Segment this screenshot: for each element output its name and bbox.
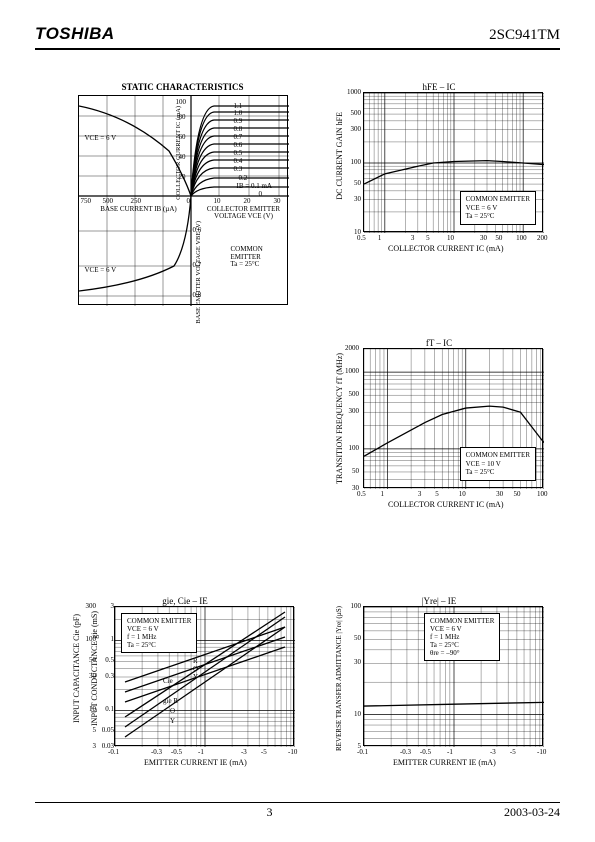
ib-val-7: 0.4	[234, 157, 243, 165]
chart5-title: |Yre| – IE	[333, 596, 545, 606]
s4-0: R	[193, 657, 198, 665]
chart3-cond1: VCE = 10 V	[466, 460, 530, 469]
chart2-title: hFE – IC	[333, 82, 545, 92]
s4-2: Y	[193, 673, 198, 681]
ib-val-10: 0	[259, 190, 263, 198]
chart1-x-left: BASE CURRENT IB (µA)	[99, 206, 179, 213]
chart3-frame: COMMON EMITTER VCE = 10 V Ta = 25°C	[363, 348, 543, 488]
ic-4: 100	[176, 98, 187, 106]
chart1-common: COMMON EMITTER Ta = 25°C	[231, 246, 287, 269]
chart2-cond2: Ta = 25°C	[466, 212, 530, 221]
chart1-vce-label: VCE = 6 V	[85, 134, 117, 142]
ib-val-8: 0.3	[234, 165, 243, 173]
s4-1: O	[193, 665, 198, 673]
ic-3: 80	[179, 113, 186, 121]
chart1-title: STATIC CHARACTERISTICS	[70, 82, 295, 92]
ib-val-2: 0.9	[234, 117, 243, 125]
t-ib-2: 250	[131, 197, 142, 205]
chart1-y2: BASE EMITTER VOLTAGE VBE (V)	[195, 221, 202, 324]
s4-5: O	[170, 707, 175, 715]
chart4-common: COMMON EMITTER	[127, 617, 191, 625]
ib-val-1: 1.0	[234, 109, 243, 117]
chart5-condbox: COMMON EMITTER VCE = 6 V f = 1 MHz Ta = …	[424, 613, 500, 661]
chart5-cond4: θre = –90°	[430, 649, 494, 657]
t-vce-1: 20	[244, 197, 251, 205]
ic-2: 60	[179, 133, 186, 141]
chart4-xlabel: EMITTER CURRENT IE (mA)	[144, 758, 247, 767]
ib-val-9: 0.2	[239, 174, 248, 182]
chart1-frame: VCE = 6 V VCE = 6 V COMMON EMITTER Ta = …	[78, 95, 288, 305]
chart-gie-cie-ie: gie, Cie – IE COMMON EMITTER VCE = 6 V f…	[70, 596, 300, 746]
chart3-title: fT – IC	[333, 338, 545, 348]
chart3-common: COMMON EMITTER	[466, 451, 530, 460]
chart-static-characteristics: STATIC CHARACTERISTICS	[70, 82, 295, 305]
chart3-condbox: COMMON EMITTER VCE = 10 V Ta = 25°C	[460, 447, 536, 481]
ib-val-5: 0.6	[234, 141, 243, 149]
ic-1: 40	[179, 153, 186, 161]
t-ib-3: 0	[187, 197, 191, 205]
part-number: 2SC941TM	[489, 27, 560, 44]
ib-val-4: 0.7	[234, 133, 243, 141]
chart3-cond2: Ta = 25°C	[466, 468, 530, 477]
t-ib-0: 750	[81, 197, 92, 205]
chart-yre-ie: |Yre| – IE COMMON EMITTER VCE = 6 V f = …	[333, 596, 545, 746]
ic-0: 20	[179, 173, 186, 181]
chart4-cond3: Ta = 25°C	[127, 641, 191, 649]
t-vce-2: 30	[274, 197, 281, 205]
s4-4: gie R	[163, 697, 178, 705]
chart2-xlabel: COLLECTOR CURRENT IC (mA)	[388, 244, 503, 253]
chart5-cond1: VCE = 6 V	[430, 625, 494, 633]
chart5-frame: COMMON EMITTER VCE = 6 V f = 1 MHz Ta = …	[363, 606, 543, 746]
charts-container: STATIC CHARACTERISTICS	[35, 60, 560, 782]
t-vce-0: 10	[214, 197, 221, 205]
chart2-cond1: VCE = 6 V	[466, 204, 530, 213]
chart4-cond2: f = 1 MHz	[127, 633, 191, 641]
ib-val-6: 0.5	[234, 149, 243, 157]
ib-label: IB = 0.1 mA	[237, 182, 272, 190]
chart2-ylabel: DC CURRENT GAIN hFE	[335, 112, 344, 200]
chart1-vce-label-2: VCE = 6 V	[85, 266, 117, 274]
chart4-frame: COMMON EMITTER VCE = 6 V f = 1 MHz Ta = …	[114, 606, 294, 746]
vbe-0: 0.6	[193, 226, 202, 234]
chart5-ylabel: REVERSE TRANSFER ADMITTANCE |Yre| (µS)	[335, 606, 343, 751]
s4-6: Y	[170, 717, 175, 725]
chart3-xlabel: COLLECTOR CURRENT IC (mA)	[388, 500, 503, 509]
footer-date: 2003-03-24	[504, 805, 560, 820]
chart-ft-ic: fT – IC COMMON EMITTER VCE = 10 V Ta = 2…	[333, 338, 545, 488]
chart5-xlabel: EMITTER CURRENT IE (mA)	[393, 758, 496, 767]
chart5-common: COMMON EMITTER	[430, 617, 494, 625]
t-ib-1: 500	[103, 197, 114, 205]
vbe-1: 0.7	[193, 261, 202, 269]
chart-hfe-ic: hFE – IC COMMON EMITTER VCE = 6 V Ta = 2…	[333, 82, 545, 232]
s4-3: Cie	[163, 677, 173, 685]
chart1-x-right: COLLECTOR EMITTER VOLTAGE VCE (V)	[199, 206, 289, 220]
ib-val-3: 0.8	[234, 125, 243, 133]
chart5-cond2: f = 1 MHz	[430, 633, 494, 641]
chart4-condbox: COMMON EMITTER VCE = 6 V f = 1 MHz Ta = …	[121, 613, 197, 653]
chart2-condbox: COMMON EMITTER VCE = 6 V Ta = 25°C	[460, 191, 536, 225]
chart5-cond3: Ta = 25°C	[430, 641, 494, 649]
vbe-2: 0.8	[193, 291, 202, 299]
chart2-frame: COMMON EMITTER VCE = 6 V Ta = 25°C	[363, 92, 543, 232]
chart4-cond1: VCE = 6 V	[127, 625, 191, 633]
brand-logo: TOSHIBA	[35, 24, 115, 44]
page-number: 3	[267, 805, 273, 820]
chart2-common: COMMON EMITTER	[466, 195, 530, 204]
